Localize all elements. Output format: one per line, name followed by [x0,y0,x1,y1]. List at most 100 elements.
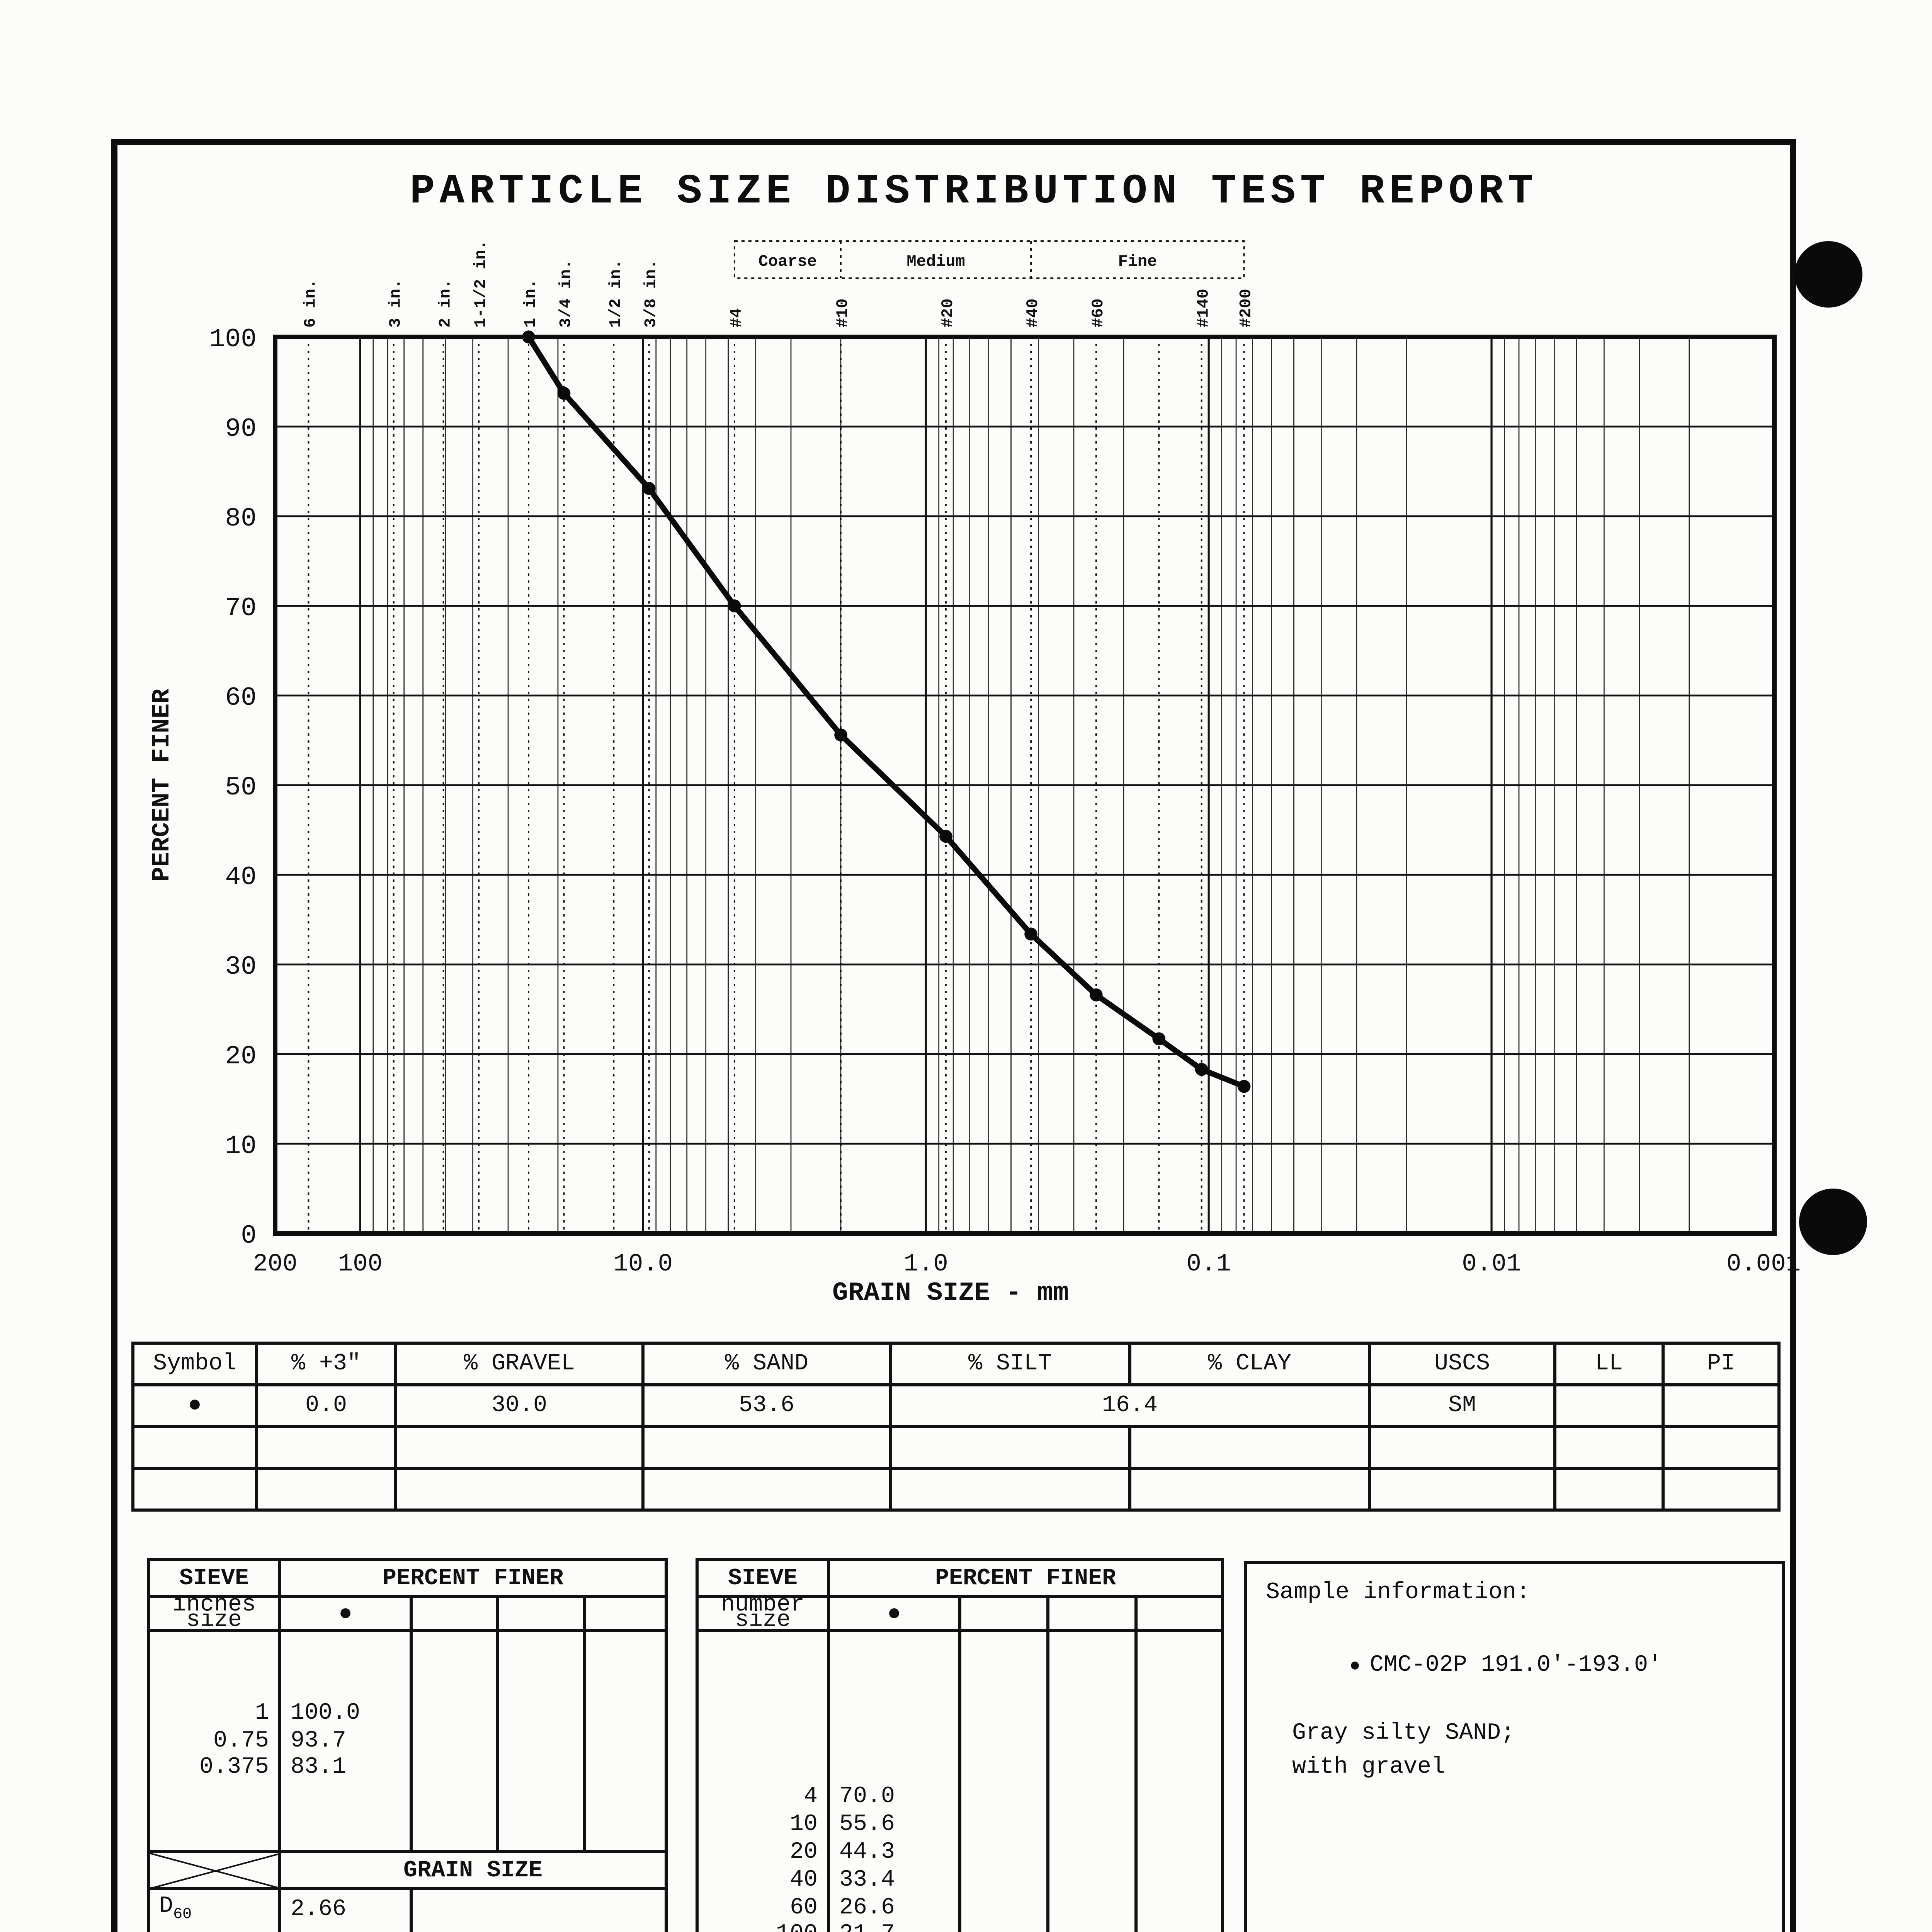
y-tick-label: 20 [225,1042,257,1071]
page-border [111,139,1796,1932]
sieve-sizes-number: 4 10 20 40 60 100 140 200 [696,1631,830,1932]
sieve-label: #200 [1237,289,1255,328]
data-point [1090,988,1103,1002]
sieve-label: #40 [1024,298,1042,328]
percent-finer-header: PERCENT FINER [278,1558,668,1598]
data-point [939,830,952,843]
sieve-label: 2 in. [436,279,455,328]
sample-id: CMC-02P 191.0'-193.0' [1369,1652,1662,1679]
y-axis-title: PERCENT FINER [148,689,176,882]
y-tick-label: 100 [209,325,257,354]
binder-hole [1799,1189,1867,1255]
binder-hole [1794,241,1862,308]
grain-size-chart: 0 10 20 30 40 50 60 70 80 90 100 200 100 10.0 1.0 0.1 0.… [148,240,1801,1308]
sieve-header: SIEVE [696,1558,830,1598]
value-sand: 53.6 [641,1383,892,1428]
empty-row [131,1467,1781,1512]
value-ll [1553,1383,1665,1428]
sieve-label: #4 [727,308,746,328]
sieve-label: 3/4 in. [556,260,575,328]
sand-division-label: Medium [906,252,965,271]
header-plus3: % +3" [255,1342,397,1386]
sieve-label: 1/2 in. [606,260,625,328]
d60-value: 2.66 [280,1889,413,1927]
sieve-label: 3 in. [386,279,405,328]
sample-description-1: Gray silty SAND; [1292,1720,1515,1747]
sieve-label: 1-1/2 in. [471,240,490,328]
page-title: PARTICLE SIZE DISTRIBUTION TEST REPORT [410,170,1538,216]
sample-information-title: Sample information: [1266,1580,1531,1606]
header-ll: LL [1553,1342,1665,1386]
distribution-curve [526,334,1247,1089]
x-tick-label: 0.001 [1726,1250,1801,1278]
data-point [522,330,535,344]
grain-size-title: GRAIN SIZE [278,1850,668,1890]
data-point [728,599,741,612]
sieve-header-sub: inches size [147,1595,281,1632]
sand-division-label: Coarse [759,252,817,271]
series-symbol: ● [827,1595,961,1632]
sieve-sizes-inches: 1 0.75 0.375 [147,1631,281,1852]
value-gravel: 30.0 [394,1383,645,1428]
x-axis-title: GRAIN SIZE - mm [832,1278,1069,1308]
sieve-label: 3/8 in. [642,260,660,328]
d60-label: D60 [147,1889,281,1927]
sand-division-label: Fine [1118,252,1157,271]
percent-finer-values: 70.0 55.6 44.3 33.4 26.6 21.7 18.3 16.4 [828,1631,961,1932]
data-point [1237,1080,1251,1093]
header-uscs: USCS [1368,1342,1556,1386]
y-tick-label: 80 [225,504,257,534]
series-symbol: ● [131,1383,258,1428]
x-tick-label: 0.1 [1187,1250,1231,1278]
data-point [557,387,571,400]
d30-label: D30 [147,1927,281,1932]
sieve-label: #60 [1089,298,1107,328]
sieve-header-sub: number size [696,1595,830,1632]
empty-row [131,1425,1781,1470]
y-tick-label: 60 [225,683,257,713]
series-symbol: ● [278,1595,413,1632]
y-tick-label: 30 [225,952,257,982]
d30-value: 0.33 [280,1927,413,1932]
header-sand: % SAND [641,1342,892,1386]
sieve-label: 6 in. [301,279,320,328]
value-plus3: 0.0 [255,1383,397,1428]
y-tick-label: 70 [225,594,257,623]
sieve-number-table: SIEVE PERCENT FINER number size ● 4 10 2… [696,1558,1225,1932]
y-tick-label: 0 [241,1221,257,1251]
series-symbol: ● [1349,1655,1361,1677]
y-tick-label: 90 [225,414,257,444]
sieve-inches-table: SIEVE PERCENT FINER inches size ● 1 0.75… [147,1558,668,1932]
x-tick-label: 200 [253,1250,297,1278]
percent-finer-values: 100.0 93.7 83.1 [280,1631,413,1852]
header-pi: PI [1662,1342,1781,1386]
sieve-label: 1 in. [521,279,540,328]
x-tick-label: 0.01 [1462,1250,1521,1278]
x-tick-label: 100 [338,1250,383,1278]
header-symbol: Symbol [131,1342,258,1386]
data-point [1024,927,1037,940]
x-tick-label: 1.0 [904,1250,948,1278]
sieve-header: SIEVE [147,1558,281,1598]
data-point [1152,1032,1165,1046]
x-tick-label: 10.0 [613,1250,673,1278]
sieve-label: #20 [939,298,957,328]
y-tick-label: 10 [225,1131,257,1161]
value-pi [1662,1383,1781,1428]
sample-information-box: Sample information: ● CMC-02P 191.0'-193.… [1244,1561,1785,1932]
crossed-cell [147,1850,281,1890]
sand-division-box [733,240,1245,279]
summary-table: Symbol % +3" % GRAVEL % SAND % SILT % CL… [131,1342,1781,1512]
sieve-label: #140 [1194,289,1213,328]
header-silt: % SILT [889,1342,1131,1386]
data-point [1195,1063,1208,1076]
sample-description-2: with gravel [1292,1754,1446,1781]
value-uscs: SM [1368,1383,1556,1428]
y-tick-label: 50 [225,773,257,803]
y-tick-label: 40 [225,862,257,892]
plot-border [273,335,1777,1236]
header-gravel: % GRAVEL [394,1342,645,1386]
header-clay: % CLAY [1128,1342,1371,1386]
percent-finer-header: PERCENT FINER [827,1558,1225,1598]
